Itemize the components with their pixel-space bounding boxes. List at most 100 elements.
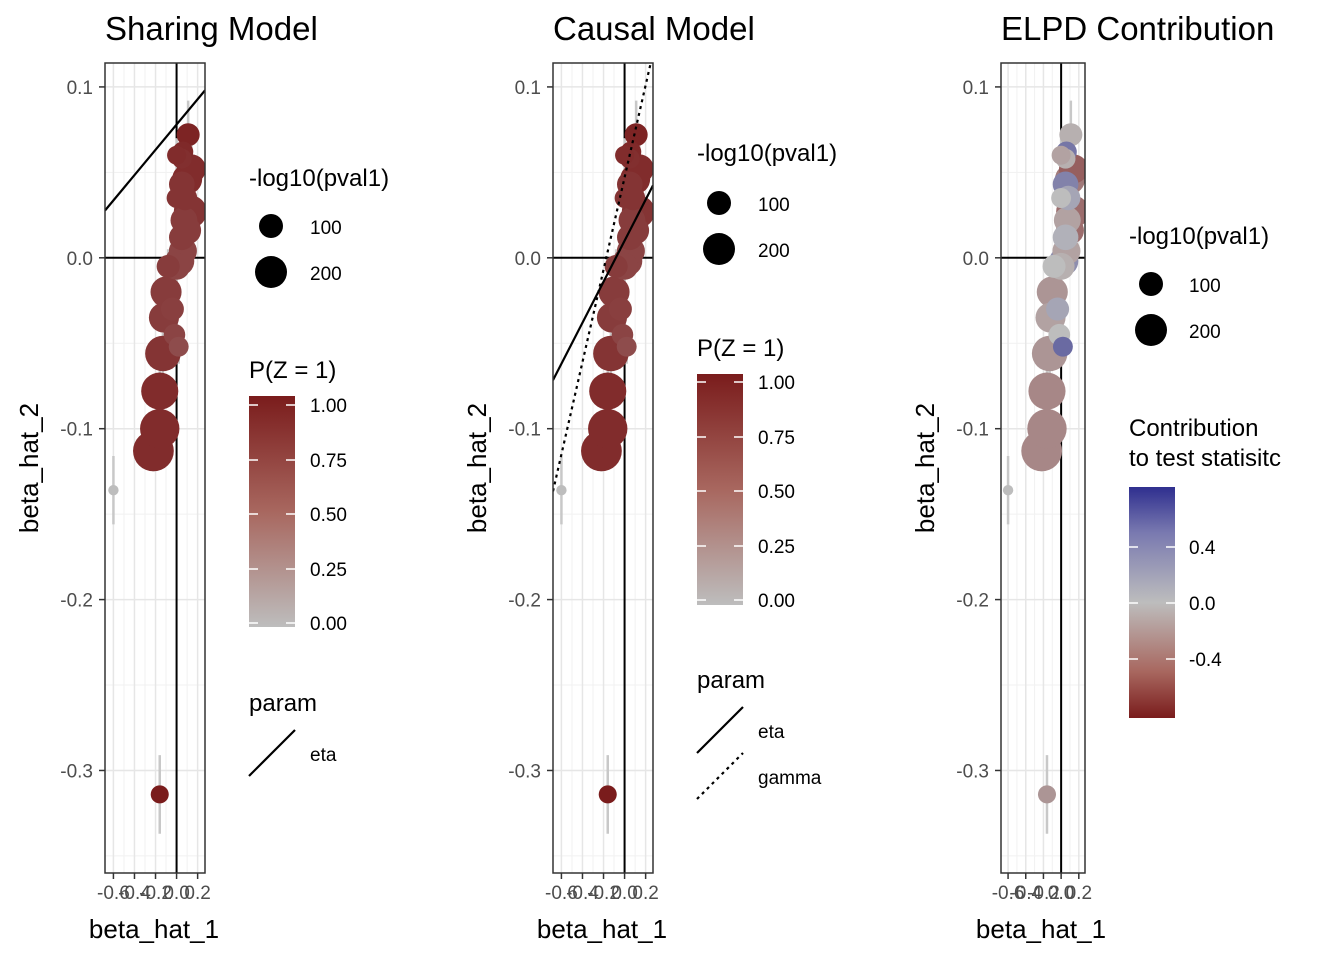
colorbar-ticks bbox=[697, 381, 743, 601]
colorbar-label: 0.00 bbox=[758, 591, 795, 612]
colorbar-ticks bbox=[1129, 546, 1175, 660]
linetype-legend-title: param bbox=[697, 667, 765, 694]
data-point bbox=[1002, 485, 1014, 496]
plot-area: 0.10.0-0.1-0.2-0.3-0.6-0.4-0.20.00.2 bbox=[956, 62, 1092, 904]
legend-key-eta bbox=[248, 729, 296, 777]
y-axis-title: beta_hat_2 bbox=[910, 403, 940, 533]
panel-causal-model: Causal Model beta_hat_1 beta_hat_2 0.1 0.… bbox=[462, 10, 837, 944]
data-point bbox=[1059, 123, 1083, 147]
x-tick-label: -0.4 bbox=[118, 883, 151, 904]
legend-label-gamma: gamma bbox=[758, 768, 822, 789]
x-tick-label: 0.0 bbox=[1048, 883, 1074, 904]
y-tick-label: 0.0 bbox=[515, 249, 541, 270]
size-legend-label: 100 bbox=[1189, 276, 1221, 297]
chart-title: Causal Model bbox=[553, 10, 755, 47]
colorbar-label: 0.00 bbox=[310, 614, 347, 635]
y-tick-label: 0.1 bbox=[963, 78, 989, 99]
x-tick-label: -0.4 bbox=[1009, 883, 1042, 904]
colorbar bbox=[697, 374, 743, 605]
y-tick-label: -0.2 bbox=[956, 591, 989, 612]
data-point bbox=[156, 254, 180, 278]
legend-key-gamma bbox=[696, 752, 744, 800]
size-legend-title: -log10(pval1) bbox=[249, 165, 389, 192]
y-tick-label: 0.0 bbox=[67, 249, 93, 270]
data-point bbox=[150, 785, 169, 804]
size-legend-label: 100 bbox=[758, 195, 790, 216]
legend-label-eta: eta bbox=[310, 745, 337, 766]
y-tick-label: -0.1 bbox=[956, 420, 989, 441]
data-point bbox=[588, 409, 628, 449]
x-tick-label: -0.2 bbox=[139, 883, 172, 904]
color-legend-title: P(Z = 1) bbox=[249, 357, 336, 384]
size-legend-title: -log10(pval1) bbox=[1129, 223, 1269, 250]
data-point bbox=[169, 224, 195, 251]
size-legend-key-small bbox=[707, 191, 731, 215]
legend-key-eta bbox=[696, 706, 744, 754]
data-point bbox=[556, 485, 567, 496]
x-tick-label: -0.2 bbox=[587, 883, 620, 904]
size-legend-key-large bbox=[703, 233, 735, 265]
colorbar-label: 1.00 bbox=[758, 373, 795, 394]
data-point bbox=[141, 372, 179, 410]
data-point bbox=[608, 297, 632, 321]
legend-label-eta: eta bbox=[758, 722, 785, 743]
data-point bbox=[108, 485, 119, 496]
colorbar-label: 0.75 bbox=[310, 451, 347, 472]
x-tick-label: -0.4 bbox=[566, 883, 599, 904]
x-tick-label: 0.2 bbox=[184, 883, 210, 904]
y-tick-label: -0.3 bbox=[956, 761, 989, 782]
size-legend-key-small bbox=[1139, 272, 1163, 296]
data-point bbox=[614, 188, 635, 208]
colorbar-label: 0.50 bbox=[310, 505, 347, 526]
size-legend-label: 200 bbox=[1189, 322, 1221, 343]
fit-line-gamma bbox=[553, 63, 652, 492]
colorbar-label: 0.75 bbox=[758, 428, 795, 449]
data-point bbox=[166, 188, 187, 208]
colorbar-label: 0.4 bbox=[1189, 538, 1216, 559]
size-legend-label: 100 bbox=[310, 218, 342, 239]
x-tick-label: 0.0 bbox=[611, 883, 637, 904]
panel-sharing-model: Sharing Model beta_hat_1 beta_hat_2 0.1 0… bbox=[14, 10, 389, 944]
data-point bbox=[615, 145, 635, 165]
fit-line-eta bbox=[105, 89, 205, 212]
colorbar-label: -0.4 bbox=[1189, 650, 1222, 671]
y-tick-label: -0.1 bbox=[60, 420, 93, 441]
y-tick-label: 0.1 bbox=[67, 78, 93, 99]
y-tick-label: -0.3 bbox=[508, 761, 541, 782]
data-point bbox=[598, 785, 617, 804]
data-point bbox=[1037, 785, 1057, 804]
data-point bbox=[1051, 188, 1072, 208]
colorbar-label: 0.50 bbox=[758, 482, 795, 503]
data-point bbox=[167, 145, 187, 165]
data-point bbox=[1042, 254, 1066, 278]
y-tick-label: -0.2 bbox=[508, 591, 541, 612]
linetype-legend-title: param bbox=[249, 690, 317, 717]
data-point bbox=[1027, 409, 1067, 449]
fit-line-eta bbox=[553, 184, 653, 381]
data-point bbox=[1052, 224, 1079, 251]
plot-area: 0.10.0-0.1-0.2-0.3-0.6-0.4-0.20.00.2 bbox=[508, 62, 659, 904]
size-legend-title: -log10(pval1) bbox=[697, 140, 837, 167]
x-tick-label: -0.6 bbox=[992, 883, 1025, 904]
x-tick-label: -0.6 bbox=[97, 883, 130, 904]
data-point bbox=[616, 336, 637, 357]
color-legend-title: to test statisitc bbox=[1129, 445, 1281, 472]
size-legend-key-large bbox=[255, 256, 287, 288]
x-tick-label: 0.0 bbox=[163, 883, 189, 904]
data-point bbox=[604, 254, 628, 278]
color-legend-title: Contribution bbox=[1129, 415, 1258, 442]
size-legend-key-small bbox=[259, 214, 283, 238]
y-tick-label: -0.1 bbox=[508, 420, 541, 441]
x-tick-label: 0.2 bbox=[632, 883, 658, 904]
data-point bbox=[168, 336, 189, 357]
y-axis-title: beta_hat_2 bbox=[14, 403, 44, 533]
x-axis-title: beta_hat_1 bbox=[976, 914, 1106, 944]
data-point bbox=[140, 409, 180, 449]
colorbar-label: 0.25 bbox=[758, 537, 795, 558]
size-legend-label: 200 bbox=[310, 264, 342, 285]
x-tick-label: -0.2 bbox=[1027, 883, 1060, 904]
y-tick-label: -0.3 bbox=[60, 761, 93, 782]
data-point bbox=[589, 372, 627, 410]
x-axis-title: beta_hat_1 bbox=[89, 914, 219, 944]
colorbar-label: 1.00 bbox=[310, 396, 347, 417]
